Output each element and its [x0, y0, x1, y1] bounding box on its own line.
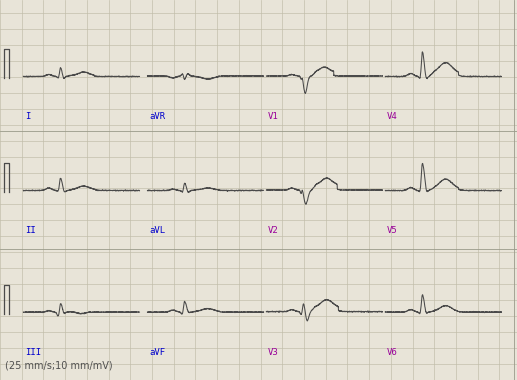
Text: V1: V1 [268, 112, 279, 121]
Text: (25 mm/s;10 mm/mV): (25 mm/s;10 mm/mV) [5, 361, 113, 370]
Text: V4: V4 [387, 112, 398, 121]
Text: V5: V5 [387, 226, 398, 235]
Text: aVL: aVL [149, 226, 165, 235]
Text: aVR: aVR [149, 112, 165, 121]
Text: V2: V2 [268, 226, 279, 235]
Text: V3: V3 [268, 348, 279, 357]
Text: V6: V6 [387, 348, 398, 357]
Text: III: III [25, 348, 41, 357]
Text: I: I [25, 112, 30, 121]
Text: aVF: aVF [149, 348, 165, 357]
Text: II: II [25, 226, 36, 235]
